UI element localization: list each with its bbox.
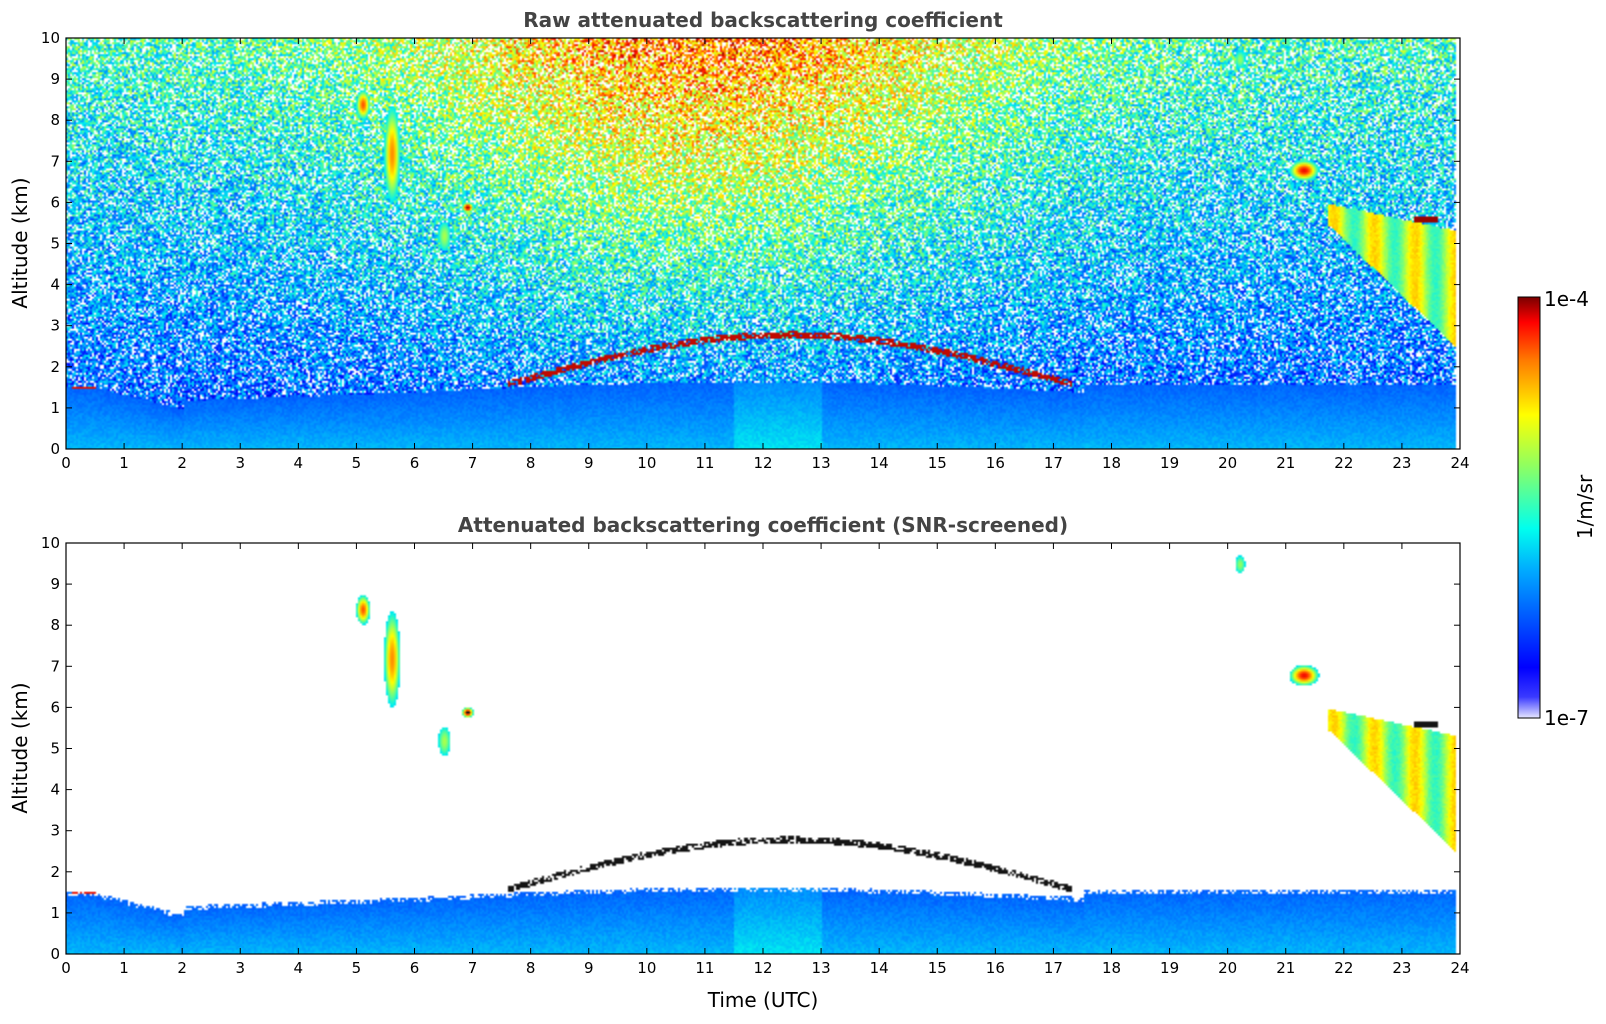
x-tick-label: 3 <box>235 454 245 472</box>
x-tick-label: 11 <box>695 454 714 472</box>
screened-backscatter-panel: Attenuated backscattering coefficient (S… <box>8 513 1470 1012</box>
y-tick-label: 2 <box>50 863 60 881</box>
colorbar-unit-label: 1/m/sr <box>1573 474 1597 539</box>
x-tick-label: 8 <box>526 454 536 472</box>
screened-panel-title: Attenuated backscattering coefficient (S… <box>458 513 1068 537</box>
screened-y-axis-ticks: 0 1 2 3 4 5 6 7 8 9 10 <box>41 534 1460 963</box>
x-tick-label: 12 <box>753 454 772 472</box>
screened-x-axis-ticks: 0 1 2 3 4 5 6 7 8 9 10 11 12 13 14 15 16 17 18 19 20 21 22 23 24 <box>61 543 1470 977</box>
y-tick-label: 2 <box>50 358 60 376</box>
x-tick-label: 13 <box>812 959 831 977</box>
x-tick-label: 5 <box>352 454 362 472</box>
x-tick-label: 16 <box>986 454 1005 472</box>
colorbar: 1e-4 1e-7 1/m/sr <box>1517 287 1597 730</box>
x-tick-label: 10 <box>637 959 656 977</box>
y-tick-label: 6 <box>50 193 60 211</box>
x-tick-label: 19 <box>1160 959 1179 977</box>
y-tick-label: 4 <box>50 276 60 294</box>
x-tick-label: 21 <box>1276 454 1295 472</box>
raw-backscatter-panel: Raw attenuated backscattering coefficien… <box>8 8 1470 472</box>
colorbar-max-label: 1e-4 <box>1544 287 1589 311</box>
x-tick-label: 0 <box>61 959 71 977</box>
x-tick-label: 19 <box>1160 454 1179 472</box>
raw-x-axis-ticks: 0 1 2 3 4 5 6 7 8 9 10 11 12 13 14 15 16 17 18 19 20 21 22 23 24 <box>61 38 1470 472</box>
y-tick-label: 9 <box>50 575 60 593</box>
y-tick-label: 10 <box>41 29 60 47</box>
x-tick-label: 20 <box>1218 959 1237 977</box>
x-tick-label: 22 <box>1334 959 1353 977</box>
screened-y-axis-label: Altitude (km) <box>8 682 32 813</box>
x-tick-label: 14 <box>870 454 889 472</box>
x-tick-label: 15 <box>928 959 947 977</box>
x-tick-label: 7 <box>468 959 478 977</box>
y-tick-label: 0 <box>50 945 60 963</box>
x-tick-label: 24 <box>1450 959 1469 977</box>
x-tick-label: 2 <box>177 454 187 472</box>
x-tick-label: 5 <box>352 959 362 977</box>
x-tick-label: 4 <box>294 454 304 472</box>
x-tick-label: 6 <box>410 454 420 472</box>
x-tick-label: 14 <box>870 959 889 977</box>
x-tick-label: 23 <box>1392 959 1411 977</box>
x-tick-label: 21 <box>1276 959 1295 977</box>
y-tick-label: 6 <box>50 698 60 716</box>
x-tick-label: 3 <box>235 959 245 977</box>
x-tick-label: 20 <box>1218 454 1237 472</box>
x-tick-label: 8 <box>526 959 536 977</box>
x-tick-label: 13 <box>812 454 831 472</box>
x-tick-label: 15 <box>928 454 947 472</box>
screened-backscatter-heatmap <box>66 543 1460 954</box>
y-tick-label: 5 <box>50 235 60 253</box>
colorbar-min-label: 1e-7 <box>1544 706 1589 730</box>
y-tick-label: 3 <box>50 822 60 840</box>
y-tick-label: 7 <box>50 657 60 675</box>
x-tick-label: 23 <box>1392 454 1411 472</box>
raw-backscatter-heatmap <box>66 38 1460 449</box>
x-tick-label: 24 <box>1450 454 1469 472</box>
x-tick-label: 17 <box>1044 959 1063 977</box>
y-tick-label: 3 <box>50 317 60 335</box>
colorbar-gradient <box>1517 296 1541 719</box>
y-tick-label: 7 <box>50 152 60 170</box>
y-tick-label: 4 <box>50 781 60 799</box>
x-tick-label: 1 <box>119 454 129 472</box>
x-tick-label: 12 <box>753 959 772 977</box>
y-tick-label: 0 <box>50 440 60 458</box>
x-tick-label: 0 <box>61 454 71 472</box>
y-tick-label: 5 <box>50 740 60 758</box>
x-tick-label: 18 <box>1102 454 1121 472</box>
raw-y-axis-ticks: 0 1 2 3 4 5 6 7 8 9 10 <box>41 29 1460 458</box>
x-tick-label: 17 <box>1044 454 1063 472</box>
x-tick-label: 16 <box>986 959 1005 977</box>
x-tick-label: 9 <box>584 959 594 977</box>
y-tick-label: 10 <box>41 534 60 552</box>
y-tick-label: 1 <box>50 399 60 417</box>
x-tick-label: 1 <box>119 959 129 977</box>
x-tick-label: 9 <box>584 454 594 472</box>
x-tick-label: 10 <box>637 454 656 472</box>
raw-y-axis-label: Altitude (km) <box>8 177 32 308</box>
y-tick-label: 1 <box>50 904 60 922</box>
x-tick-label: 18 <box>1102 959 1121 977</box>
x-tick-label: 6 <box>410 959 420 977</box>
raw-panel-title: Raw attenuated backscattering coefficien… <box>523 8 1003 32</box>
y-tick-label: 9 <box>50 70 60 88</box>
x-tick-label: 4 <box>294 959 304 977</box>
x-tick-label: 11 <box>695 959 714 977</box>
x-tick-label: 22 <box>1334 454 1353 472</box>
x-tick-label: 2 <box>177 959 187 977</box>
y-tick-label: 8 <box>50 111 60 129</box>
x-tick-label: 7 <box>468 454 478 472</box>
y-tick-label: 8 <box>50 616 60 634</box>
x-axis-label: Time (UTC) <box>707 988 819 1012</box>
